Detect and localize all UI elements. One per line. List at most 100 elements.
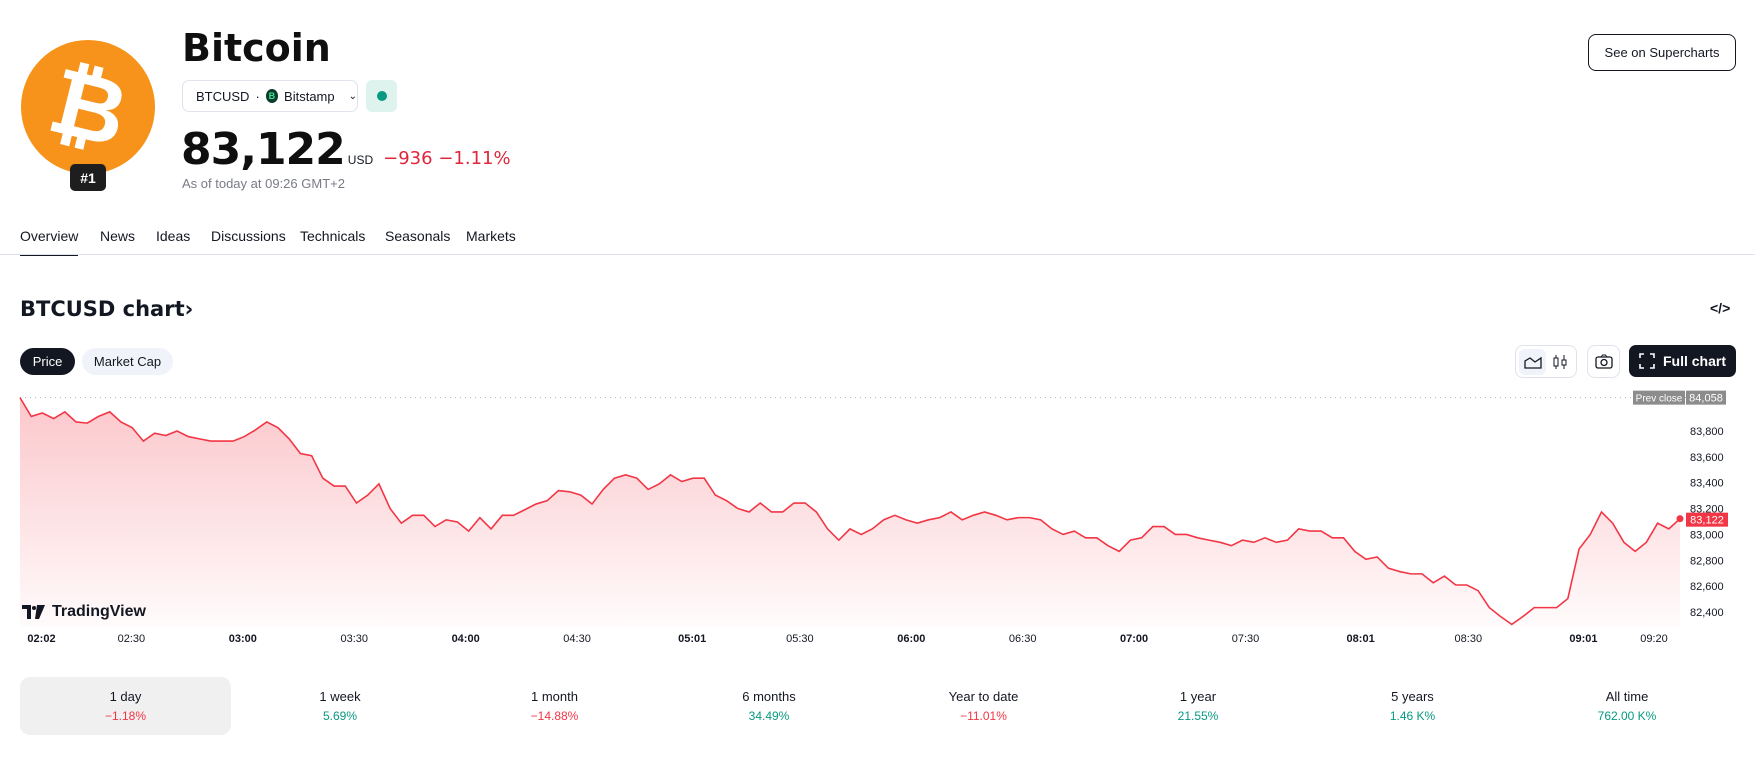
performance-period-6[interactable]: 5 years 1.46 K% xyxy=(1307,677,1518,735)
camera-icon[interactable] xyxy=(1587,345,1620,378)
period-change: −1.18% xyxy=(104,709,147,723)
price: 83,122 xyxy=(181,124,346,175)
market-cap-toggle[interactable]: Market Cap xyxy=(82,348,173,375)
x-tick-label: 04:30 xyxy=(563,633,591,645)
see-on-supercharts-button[interactable]: See on Supercharts xyxy=(1588,34,1736,71)
x-tick-label: 05:30 xyxy=(786,633,814,645)
embed-code-icon[interactable]: </> xyxy=(1710,300,1731,316)
y-tick-label: 83,600 xyxy=(1690,452,1724,464)
period-label: 6 months xyxy=(742,689,796,704)
period-label: 1 year xyxy=(1179,689,1217,704)
performance-period-1[interactable]: 1 week 5.69% xyxy=(235,677,446,735)
fullscreen-icon xyxy=(1639,353,1655,369)
tab-discussions[interactable]: Discussions xyxy=(211,228,286,244)
x-tick-label: 02:02 xyxy=(27,633,55,645)
symbol-selector[interactable]: BTCUSD · B Bitstamp ⌄ xyxy=(182,80,358,112)
price-line xyxy=(19,397,1681,626)
x-tick-label: 04:00 xyxy=(452,633,480,645)
period-label: All time xyxy=(1605,689,1649,704)
tab-markets[interactable]: Markets xyxy=(466,228,516,244)
x-tick-label: 07:30 xyxy=(1232,633,1260,645)
y-tick-label: 82,600 xyxy=(1690,581,1724,593)
prev-close-value-tag xyxy=(1686,390,1726,405)
tab-seasonals[interactable]: Seasonals xyxy=(385,228,451,244)
rank-badge: #1 xyxy=(70,164,106,191)
period-label: 1 month xyxy=(531,689,578,704)
x-tick-label: 09:20 xyxy=(1640,633,1668,645)
price-toggle[interactable]: Price xyxy=(20,348,75,375)
chart-type-group xyxy=(1515,345,1577,378)
last-price-tag xyxy=(1686,512,1728,527)
chart-title-link[interactable]: BTCUSD chart› xyxy=(20,297,193,321)
x-tick-label: 03:00 xyxy=(229,633,257,645)
full-chart-button[interactable]: Full chart xyxy=(1629,345,1736,377)
x-tick-label: 08:30 xyxy=(1455,633,1483,645)
performance-period-0[interactable]: 1 day −1.18% xyxy=(20,677,231,735)
price-row: 83,122 USD −936 −1.11% xyxy=(181,124,511,175)
chevron-down-icon: ⌄ xyxy=(348,90,357,102)
period-change: −11.01% xyxy=(960,709,1007,723)
price-chart[interactable]: 83,800 83,600 83,400 83,200 83,000 82,800 82,6… xyxy=(0,385,1755,655)
x-tick-label: 09:01 xyxy=(1569,633,1597,645)
bitstamp-icon: B xyxy=(265,89,279,103)
period-change: 762.00 K% xyxy=(1597,709,1657,723)
tab-ideas[interactable]: Ideas xyxy=(156,228,191,244)
performance-period-4[interactable]: Year to date −11.01% xyxy=(878,677,1089,735)
last-price-label: 83,122 xyxy=(1690,515,1724,527)
performance-period-7[interactable]: All time 762.00 K% xyxy=(1522,677,1733,735)
page-title: Bitcoin xyxy=(182,26,331,70)
performance-period-3[interactable]: 6 months 34.49% xyxy=(664,677,875,735)
prev-close-label: Prev close xyxy=(1636,394,1683,405)
tradingview-watermark: TradingView xyxy=(22,603,146,621)
tradingview-logo-icon xyxy=(22,605,45,619)
market-status-button[interactable] xyxy=(366,80,397,112)
x-tick-label: 07:00 xyxy=(1120,633,1148,645)
as-of-time: As of today at 09:26 GMT+2 xyxy=(182,176,345,191)
change-abs: −936 xyxy=(383,148,433,169)
period-label: 5 years xyxy=(1391,689,1434,704)
tab-bar: Overview News Ideas Discussions Technica… xyxy=(20,228,620,256)
x-tick-label: 02:30 xyxy=(118,633,146,645)
prev-close-value: 84,058 xyxy=(1689,393,1723,405)
performance-period-5[interactable]: 1 year 21.55% xyxy=(1093,677,1304,735)
period-label: 1 week xyxy=(319,689,361,704)
y-tick-label: 82,400 xyxy=(1690,607,1724,619)
chevron-right-icon: › xyxy=(184,297,194,321)
period-change: 21.55% xyxy=(1177,709,1219,723)
x-tick-label: 06:00 xyxy=(897,633,925,645)
performance-period-2[interactable]: 1 month −14.88% xyxy=(449,677,660,735)
y-tick-label: 83,800 xyxy=(1690,426,1724,438)
watermark-text: TradingView xyxy=(52,603,146,620)
x-tick-label: 05:01 xyxy=(678,633,706,645)
period-change: 34.49% xyxy=(748,709,790,723)
period-change: 1.46 K% xyxy=(1389,709,1436,723)
period-label: 1 day xyxy=(109,689,142,704)
exchange-label: Bitstamp xyxy=(284,88,335,104)
price-change: −936 −1.11% xyxy=(383,148,510,169)
area-chart-icon[interactable] xyxy=(1519,348,1546,375)
separator: · xyxy=(255,88,260,104)
tab-overview[interactable]: Overview xyxy=(20,228,79,256)
y-tick-label: 82,800 xyxy=(1690,555,1724,567)
x-tick-label: 06:30 xyxy=(1009,633,1037,645)
last-price-dot xyxy=(1676,515,1684,523)
symbol-label: BTCUSD xyxy=(196,88,250,104)
period-change: −14.88% xyxy=(530,709,579,723)
period-change: 5.69% xyxy=(322,709,358,723)
price-area xyxy=(20,397,1680,627)
candlestick-icon[interactable] xyxy=(1546,349,1573,375)
chart-title: BTCUSD chart xyxy=(20,297,185,321)
bitcoin-logo: ₿ xyxy=(21,40,155,174)
change-pct: −1.11% xyxy=(438,148,511,169)
y-tick-label: 83,200 xyxy=(1690,504,1724,516)
prev-close-tag xyxy=(1633,390,1685,405)
period-label: Year to date xyxy=(948,689,1019,704)
full-chart-label: Full chart xyxy=(1662,353,1726,369)
x-tick-label: 08:01 xyxy=(1347,633,1375,645)
y-tick-label: 83,000 xyxy=(1690,529,1724,541)
currency: USD xyxy=(347,153,374,167)
market-open-dot-icon xyxy=(376,91,387,101)
x-tick-label: 03:30 xyxy=(340,633,368,645)
tab-news[interactable]: News xyxy=(100,228,136,244)
tab-technicals[interactable]: Technicals xyxy=(300,228,366,244)
